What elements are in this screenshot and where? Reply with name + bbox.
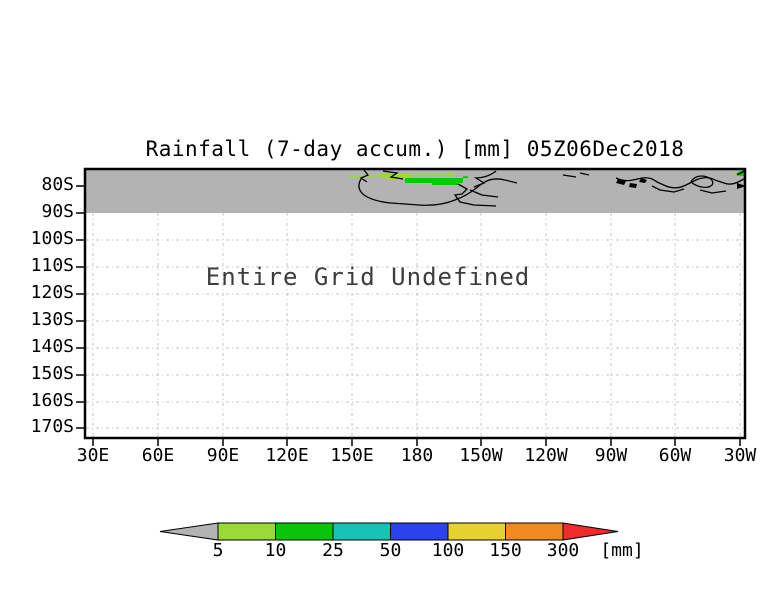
colorbar-level-300: 300	[546, 540, 580, 561]
colorbar-level-150: 150	[489, 540, 522, 561]
map-frame	[83, 167, 747, 440]
colorbar-level-25: 25	[322, 540, 344, 561]
gridlines	[86, 213, 744, 437]
x-tick-label-30E: 30E	[76, 445, 110, 466]
y-tick-label-110S: 110S	[30, 255, 74, 276]
x-tick-label-120E: 120E	[265, 445, 309, 466]
colorbar-segment-50	[390, 522, 449, 541]
colorbar-above-arrow	[562, 522, 619, 541]
chart-title: Rainfall (7-day accum.) [mm] 05Z06Dec201…	[145, 137, 685, 161]
colorbar-segment-100	[447, 522, 506, 541]
x-tick-label-150E: 150E	[330, 445, 374, 466]
colorbar-level-10: 10	[264, 540, 287, 561]
colorbar-level-100: 100	[431, 540, 465, 561]
x-tick-label-30W: 30W	[723, 445, 757, 466]
y-tick-label-160S: 160S	[30, 390, 74, 411]
colorbar-below-arrow	[159, 522, 219, 541]
y-axis-ticks	[76, 185, 85, 429]
y-tick-label-130S: 130S	[30, 309, 74, 330]
x-tick-label-60W: 60W	[658, 445, 692, 466]
x-tick-label-150W: 150W	[459, 445, 503, 466]
plot-background	[85, 169, 745, 438]
y-tick-label-170S: 170S	[30, 416, 74, 437]
x-tick-label-180: 180	[400, 445, 434, 466]
colorbar-segment-10	[275, 522, 334, 541]
x-tick-label-120W: 120W	[524, 445, 568, 466]
islands	[616, 178, 746, 189]
undefined-grid-notice: Entire Grid Undefined	[205, 263, 531, 291]
x-axis-ticks	[92, 439, 741, 446]
colorbar-segment-5	[217, 522, 276, 541]
coastlines	[358, 169, 747, 207]
y-tick-label-90S: 90S	[41, 201, 74, 222]
x-tick-label-90W: 90W	[594, 445, 628, 466]
x-tick-label-60E: 60E	[141, 445, 175, 466]
colorbar-level-50: 50	[379, 540, 402, 561]
colorbar-level-5: 5	[212, 540, 224, 561]
colorbar-segment-150	[505, 522, 564, 541]
colorbar	[159, 522, 619, 541]
y-tick-label-80S: 80S	[41, 174, 74, 195]
x-tick-label-90E: 90E	[206, 445, 240, 466]
below-5mm-region	[86, 170, 744, 213]
y-tick-label-140S: 140S	[30, 336, 74, 357]
colorbar-segment-25	[332, 522, 391, 541]
colorbar-unit-label: [mm]	[600, 540, 644, 561]
y-tick-label-120S: 120S	[30, 282, 74, 303]
y-tick-label-100S: 100S	[30, 228, 74, 249]
y-tick-label-150S: 150S	[30, 363, 74, 384]
